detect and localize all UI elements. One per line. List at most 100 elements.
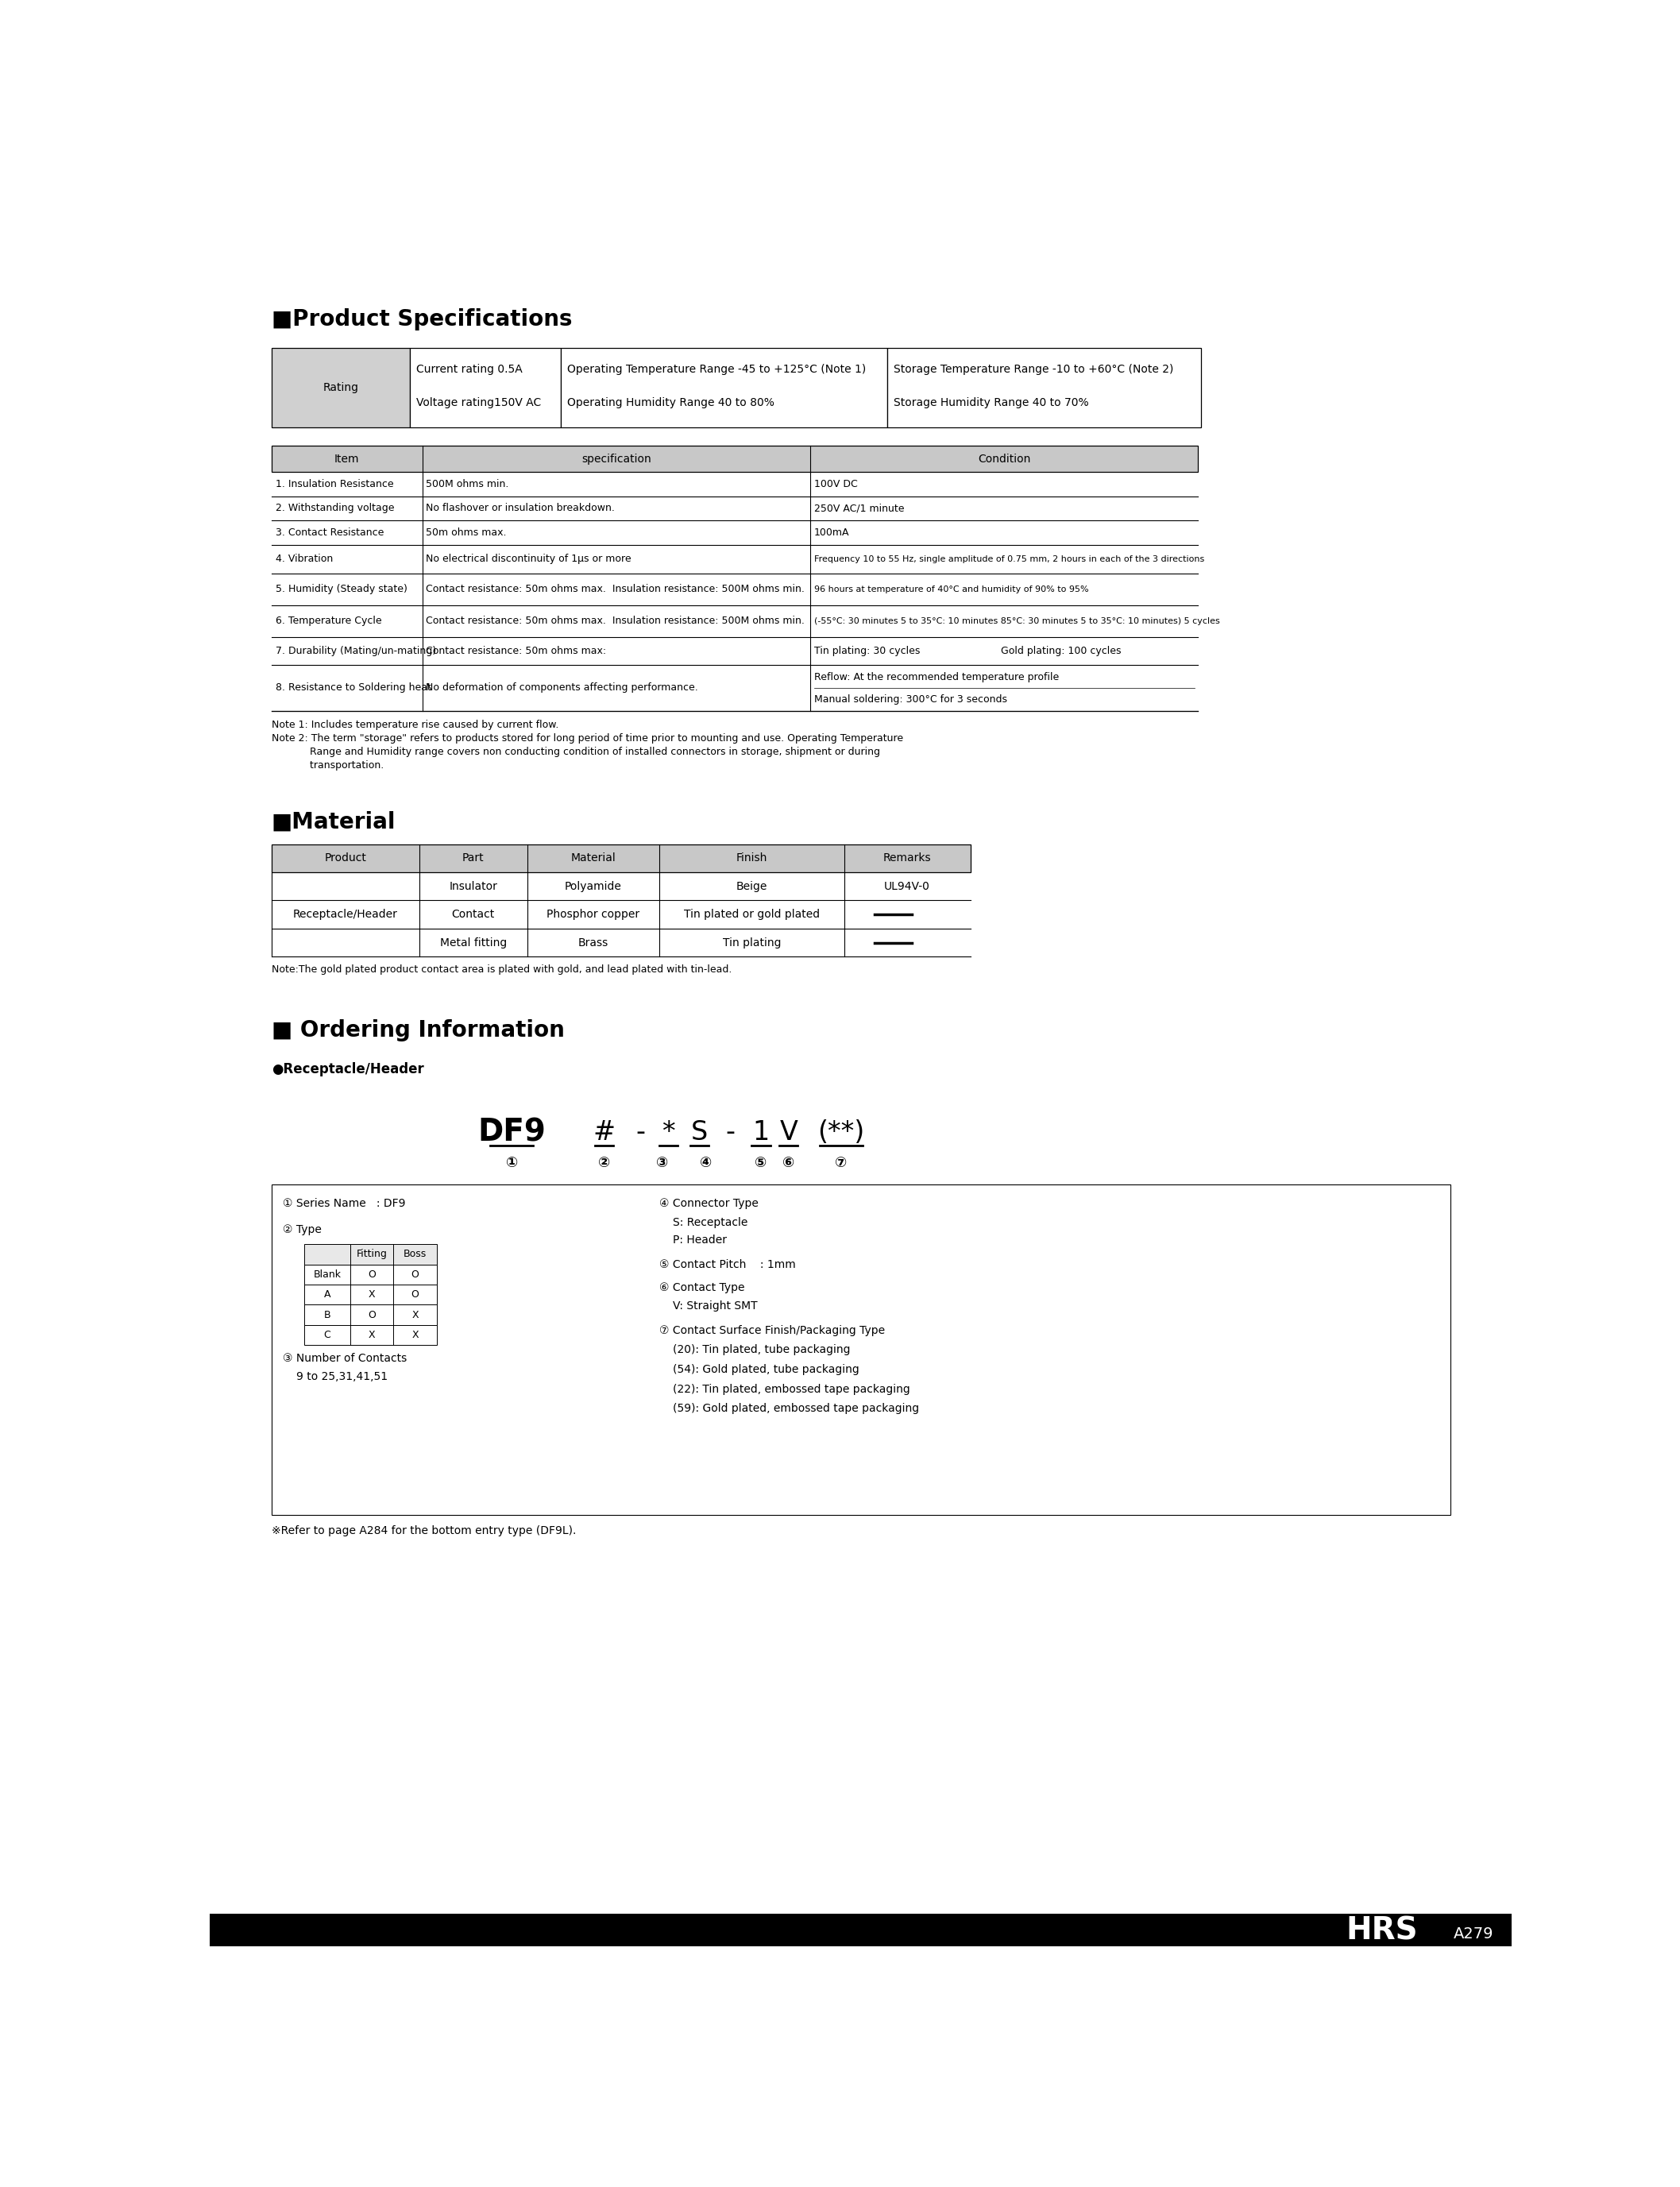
Text: Current rating 0.5A: Current rating 0.5A [417,363,522,374]
Text: No deformation of components affecting performance.: No deformation of components affecting p… [427,682,699,693]
Text: DF9: DF9 [477,1118,546,1148]
Text: 7. Durability (Mating/un-mating): 7. Durability (Mating/un-mating) [276,645,435,656]
Text: 100mA: 100mA [813,527,850,538]
Text: 50m ohms max.: 50m ohms max. [427,527,507,538]
Text: C: C [324,1330,331,1341]
Text: HRS: HRS [1346,1916,1418,1946]
Text: Blank: Blank [314,1268,341,1279]
Text: P: Header: P: Header [674,1233,727,1247]
Text: ②: ② [598,1155,610,1170]
Text: Fitting: Fitting [356,1249,388,1260]
Text: A: A [324,1290,331,1299]
Text: X: X [368,1290,375,1299]
Text: ※Refer to page A284 for the bottom entry type (DF9L).: ※Refer to page A284 for the bottom entry… [272,1527,576,1537]
Text: (**): (**) [818,1120,865,1146]
Text: ⑥ Contact Type: ⑥ Contact Type [659,1282,744,1293]
Text: *: * [662,1120,675,1146]
Text: Insulator: Insulator [449,881,497,892]
Text: V: Straight SMT: V: Straight SMT [674,1301,758,1312]
Text: ■Material: ■Material [272,811,396,833]
Text: 2. Withstanding voltage: 2. Withstanding voltage [276,503,395,514]
Text: ①: ① [506,1155,517,1170]
Text: Polyamide: Polyamide [564,881,622,892]
Text: Note:The gold plated product contact area is plated with gold, and lead plated w: Note:The gold plated product contact are… [272,964,732,975]
Text: (-55°C: 30 minutes 5 to 35°C: 10 minutes 85°C: 30 minutes 5 to 35°C: 10 minutes): (-55°C: 30 minutes 5 to 35°C: 10 minutes… [813,617,1220,625]
Bar [304,1284,437,1306]
Text: No electrical discontinuity of 1μs or more: No electrical discontinuity of 1μs or mo… [427,553,632,564]
Text: 96 hours at temperature of 40°C and humidity of 90% to 95%: 96 hours at temperature of 40°C and humi… [813,586,1089,593]
Bar [304,1306,437,1325]
Text: Brass: Brass [578,936,608,949]
Text: 250V AC/1 minute: 250V AC/1 minute [813,503,904,514]
Text: specification: specification [581,453,652,464]
Text: (54): Gold plated, tube packaging: (54): Gold plated, tube packaging [674,1365,860,1376]
Text: Receptacle/Header: Receptacle/Header [292,910,398,921]
Text: 1. Insulation Resistance: 1. Insulation Resistance [276,479,393,490]
Text: (59): Gold plated, embossed tape packaging: (59): Gold plated, embossed tape packagi… [674,1404,919,1415]
Text: Storage Temperature Range -10 to +60°C (Note 2): Storage Temperature Range -10 to +60°C (… [894,363,1173,374]
Text: ■Product Specifications: ■Product Specifications [272,308,573,330]
Text: Gold plating: 100 cycles: Gold plating: 100 cycles [1001,645,1121,656]
Text: Rating: Rating [323,383,360,394]
Text: (22): Tin plated, embossed tape packaging: (22): Tin plated, embossed tape packagin… [674,1384,911,1395]
Text: transportation.: transportation. [272,761,383,770]
Text: Beige: Beige [736,881,768,892]
Text: UL94V-0: UL94V-0 [884,881,931,892]
Text: S: S [690,1120,707,1146]
Text: -: - [726,1120,734,1146]
Bar [351,1244,437,1264]
Text: Reflow: At the recommended temperature profile: Reflow: At the recommended temperature p… [813,671,1058,682]
Text: Remarks: Remarks [884,853,931,864]
Text: 9 to 25,31,41,51: 9 to 25,31,41,51 [296,1371,388,1382]
Text: 4. Vibration: 4. Vibration [276,553,333,564]
Text: #: # [593,1120,615,1146]
Text: ■ Ordering Information: ■ Ordering Information [272,1019,564,1041]
Text: Voltage rating150V AC: Voltage rating150V AC [417,398,541,409]
Text: 100V DC: 100V DC [813,479,857,490]
Text: Phosphor copper: Phosphor copper [546,910,640,921]
Text: 5. Humidity (Steady state): 5. Humidity (Steady state) [276,584,407,595]
Bar [304,1325,437,1345]
Text: Contact: Contact [452,910,494,921]
Text: Product: Product [324,853,366,864]
Text: ④ Connector Type: ④ Connector Type [659,1198,759,1209]
Bar [272,1185,1450,1516]
Text: Contact resistance: 50m ohms max:: Contact resistance: 50m ohms max: [427,645,606,656]
Text: ⑤ Contact Pitch    : 1mm: ⑤ Contact Pitch : 1mm [659,1260,796,1271]
Bar [272,844,971,873]
Text: Boss: Boss [403,1249,427,1260]
Bar [210,1914,1512,1949]
Text: Condition: Condition [978,453,1030,464]
Text: ⑦: ⑦ [835,1155,847,1170]
Bar [410,348,561,429]
Text: O: O [368,1268,376,1279]
Text: No flashover or insulation breakdown.: No flashover or insulation breakdown. [427,503,615,514]
Bar [887,348,1201,429]
Text: Operating Temperature Range -45 to +125°C (Note 1): Operating Temperature Range -45 to +125°… [568,363,865,374]
Text: ④: ④ [699,1155,712,1170]
Text: Range and Humidity range covers non conducting condition of installed connectors: Range and Humidity range covers non cond… [272,748,880,757]
Text: ③ Number of Contacts: ③ Number of Contacts [282,1352,407,1365]
Text: O: O [368,1310,376,1321]
Text: Tin plated or gold plated: Tin plated or gold plated [684,910,820,921]
Text: Tin plating: 30 cycles: Tin plating: 30 cycles [813,645,921,656]
Text: A279: A279 [1453,1927,1494,1942]
Text: Metal fitting: Metal fitting [440,936,507,949]
Text: ⑦ Contact Surface Finish/Packaging Type: ⑦ Contact Surface Finish/Packaging Type [659,1325,885,1336]
Text: 500M ohms min.: 500M ohms min. [427,479,509,490]
Text: X: X [368,1330,375,1341]
Text: ③: ③ [657,1155,669,1170]
Text: Item: Item [334,453,360,464]
Bar [561,348,887,429]
Text: X: X [412,1310,418,1321]
Text: Part: Part [462,853,484,864]
Text: Manual soldering: 300°C for 3 seconds: Manual soldering: 300°C for 3 seconds [813,693,1006,704]
Text: 6. Temperature Cycle: 6. Temperature Cycle [276,617,381,625]
Text: -: - [637,1120,645,1146]
Text: 1: 1 [753,1120,769,1146]
Text: Storage Humidity Range 40 to 70%: Storage Humidity Range 40 to 70% [894,398,1089,409]
Text: V: V [780,1120,798,1146]
Text: Note 1: Includes temperature rise caused by current flow.: Note 1: Includes temperature rise caused… [272,720,559,730]
Text: (20): Tin plated, tube packaging: (20): Tin plated, tube packaging [674,1345,850,1356]
Text: 8. Resistance to Soldering heat: 8. Resistance to Soldering heat [276,682,430,693]
